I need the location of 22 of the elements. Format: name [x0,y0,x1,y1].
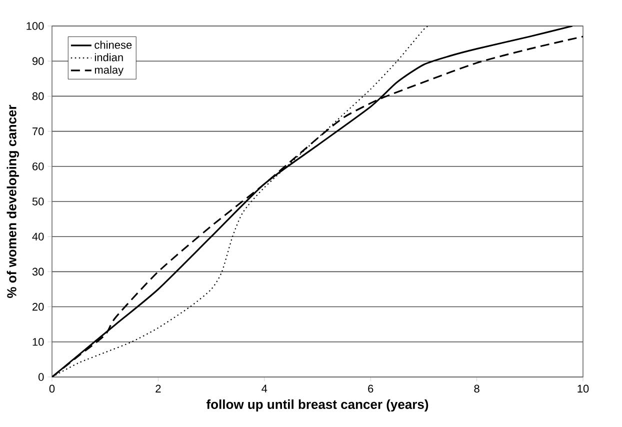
legend-label: chinese [94,40,132,49]
x-tick-label: 0 [49,384,55,393]
y-axis-title: % of women developing cancer [6,104,19,298]
y-tick-label: 20 [32,302,44,311]
y-tick-label: 70 [32,127,44,136]
y-tick-label: 10 [32,338,44,346]
y-tick-label: 40 [32,232,44,240]
y-tick-label: 100 [26,22,44,30]
y-tick-label: 30 [32,268,44,276]
y-tick-label: 50 [32,198,44,206]
y-tick-label: 60 [32,162,44,170]
x-axis-title: follow up until breast cancer (years) [206,399,428,412]
y-tick-label: 90 [32,57,44,65]
x-tick-label: 2 [156,384,161,392]
x-tick-label: 6 [368,384,374,393]
x-tick-label: 10 [578,384,589,393]
legend-label: indian [94,53,123,62]
y-tick-label: 80 [32,92,44,100]
x-tick-label: 8 [474,384,480,393]
y-tick-label: 0 [38,373,44,381]
legend-label: malay [94,66,124,76]
x-tick-label: 4 [262,384,268,392]
